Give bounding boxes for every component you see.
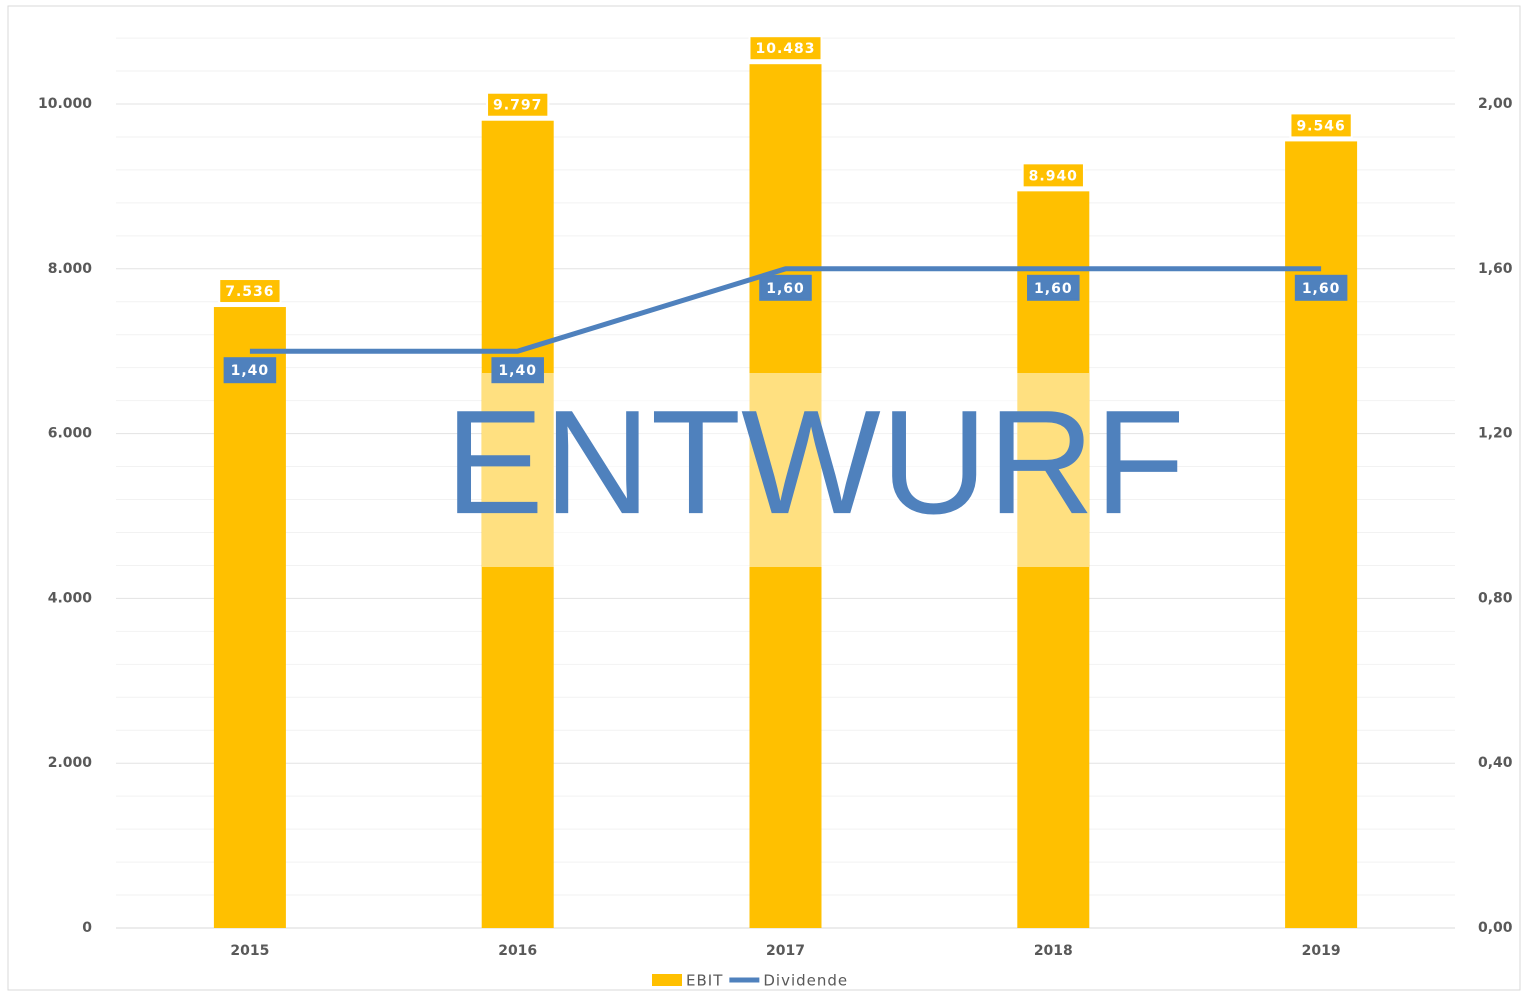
bar-value-label: 9.546 (1296, 118, 1345, 134)
x-tick-label: 2017 (766, 943, 805, 959)
bar-value-label-box (748, 35, 823, 62)
bar-value-label-box (1289, 112, 1353, 139)
line-value-label: 1,60 (766, 281, 805, 297)
y2-tick-label: 1,60 (1478, 261, 1513, 277)
bar-value-label-box (1021, 162, 1085, 189)
watermark-band (482, 373, 1089, 567)
y-tick-label: 0 (82, 920, 92, 936)
chart-border (7, 5, 1521, 991)
y2-tick-label: 0,80 (1478, 590, 1513, 606)
line-value-label-box (1027, 274, 1080, 301)
line-value-label-box (491, 357, 544, 384)
bar-value-label: 7.536 (225, 284, 274, 300)
labels: 7.536 9.797 10.483 8.940 9.546 1,40 1,40 1,60 1,… (218, 35, 1353, 384)
y-tick-label: 8.000 (48, 261, 93, 277)
line-value-label-box (223, 357, 277, 384)
x-tick-label: 2015 (230, 943, 269, 959)
y-tick-label: 4.000 (48, 590, 93, 606)
legend-swatch (652, 974, 682, 986)
legend-label: EBIT (686, 972, 723, 990)
x-tick-label: 2016 (498, 943, 537, 959)
line-value-label: 1,40 (498, 363, 537, 379)
y2-tick-label: 2,00 (1478, 96, 1513, 112)
x-tick-label: 2018 (1034, 943, 1073, 959)
line-value-label: 1,60 (1302, 281, 1341, 297)
line-value-label-box (759, 274, 812, 301)
x-tick-label: 2019 (1302, 943, 1341, 959)
legend-label: Dividende (763, 972, 848, 990)
bar-value-label: 8.940 (1029, 168, 1078, 184)
line (249, 266, 1322, 354)
watermark-group: ENTWURF (445, 373, 1185, 567)
line-value-label: 1,60 (1034, 281, 1073, 297)
bar (1285, 141, 1358, 928)
watermark: ENTWURF (445, 380, 1185, 545)
y2-tick-label: 1,20 (1478, 426, 1513, 442)
line-value-label-box (1294, 274, 1348, 301)
line-value-label: 1,40 (231, 363, 270, 379)
y2-tick-label: 0,00 (1478, 920, 1513, 936)
line-group (249, 266, 1322, 354)
bar-value-label-box (218, 278, 282, 305)
y-tick-label: 6.000 (48, 426, 93, 442)
bar-value-label: 10.483 (755, 41, 815, 57)
y-tick-label: 10.000 (38, 96, 92, 112)
y-tick-label: 2.000 (48, 755, 93, 771)
y2-tick-label: 0,40 (1478, 755, 1513, 771)
bar-value-label-box (486, 91, 550, 118)
bar-value-label: 9.797 (493, 98, 542, 114)
bar (213, 307, 286, 929)
